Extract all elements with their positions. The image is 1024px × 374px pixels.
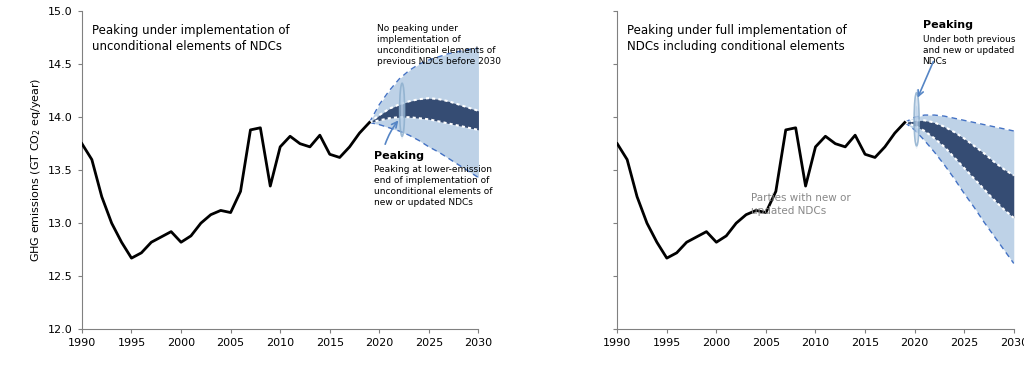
Text: Peaking at lower-emission
end of implementation of
unconditional elements of
new: Peaking at lower-emission end of impleme…	[375, 165, 493, 207]
Circle shape	[915, 105, 918, 133]
Text: Parties with new or
updated NDCs: Parties with new or updated NDCs	[751, 193, 851, 216]
Circle shape	[400, 89, 404, 131]
Text: Peaking: Peaking	[375, 151, 424, 161]
Circle shape	[914, 98, 919, 141]
Text: Under both previous
and new or updated
NDCs: Under both previous and new or updated N…	[923, 34, 1015, 66]
Text: Peaking under full implementation of
NDCs including conditional elements: Peaking under full implementation of NDC…	[627, 24, 847, 53]
Text: Peaking under implementation of
unconditional elements of NDCs: Peaking under implementation of uncondit…	[92, 24, 290, 53]
Y-axis label: GHG emissions (GT CO$_2$ eq/year): GHG emissions (GT CO$_2$ eq/year)	[29, 78, 43, 263]
Text: Peaking: Peaking	[923, 20, 973, 30]
Circle shape	[400, 96, 403, 123]
Circle shape	[913, 90, 920, 149]
Text: No peaking under
implementation of
unconditional elements of
previous NDCs befor: No peaking under implementation of uncon…	[377, 24, 502, 66]
Circle shape	[399, 80, 404, 140]
